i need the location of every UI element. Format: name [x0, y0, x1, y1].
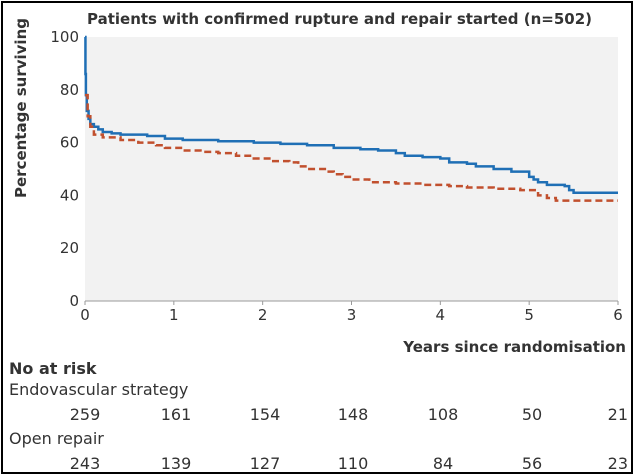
risk-count: 259 [69, 405, 101, 424]
x-tick-label: 5 [524, 306, 534, 324]
x-tick-label: 6 [613, 306, 623, 324]
risk-group-label: Endovascular strategy [9, 380, 189, 399]
plot-area [85, 37, 618, 301]
risk-count: 84 [432, 454, 454, 473]
risk-count: 110 [337, 454, 369, 473]
survival-curves [84, 35, 618, 202]
risk-count: 50 [521, 405, 543, 424]
y-tick-label: 80 [60, 81, 79, 99]
x-tick-label: 0 [80, 306, 90, 324]
x-axis: 0 1 2 3 4 5 6 [80, 300, 623, 324]
risk-count: 148 [337, 405, 369, 424]
risk-group-label: Open repair [9, 429, 104, 448]
risk-count: 161 [160, 405, 192, 424]
y-tick-label: 0 [69, 292, 79, 310]
risk-count: 139 [160, 454, 192, 473]
x-tick-label: 4 [436, 306, 446, 324]
series-line-endovascular [84, 35, 618, 195]
risk-count: 154 [249, 405, 281, 424]
x-tick-label: 2 [258, 306, 268, 324]
risk-count: 127 [249, 454, 281, 473]
x-axis-label: Years since randomisation [402, 338, 626, 355]
risk-count: 56 [521, 454, 543, 473]
x-tick-label: 3 [347, 306, 357, 324]
risk-count: 23 [607, 454, 628, 473]
chart-title: Patients with confirmed rupture and repa… [87, 10, 592, 28]
risk-count: 243 [69, 454, 101, 473]
risk-count: 108 [427, 405, 459, 424]
x-tick-label: 1 [169, 306, 179, 324]
y-tick-label: 20 [60, 239, 79, 257]
y-tick-label: 100 [50, 28, 79, 46]
series-line-open-repair [85, 93, 618, 202]
y-tick-label: 40 [60, 186, 79, 204]
y-tick-label: 60 [60, 134, 79, 152]
plot-background [85, 37, 618, 301]
risk-table-heading: No at risk [9, 359, 97, 378]
number-at-risk-table: No at risk Endovascular strategy 259 161 15… [3, 355, 631, 473]
risk-count: 21 [607, 405, 628, 424]
y-axis-label: Percentage surviving [12, 18, 30, 198]
survival-chart: Patients with confirmed rupture and repa… [12, 10, 626, 355]
y-axis: 0 20 40 60 80 100 [50, 28, 79, 310]
